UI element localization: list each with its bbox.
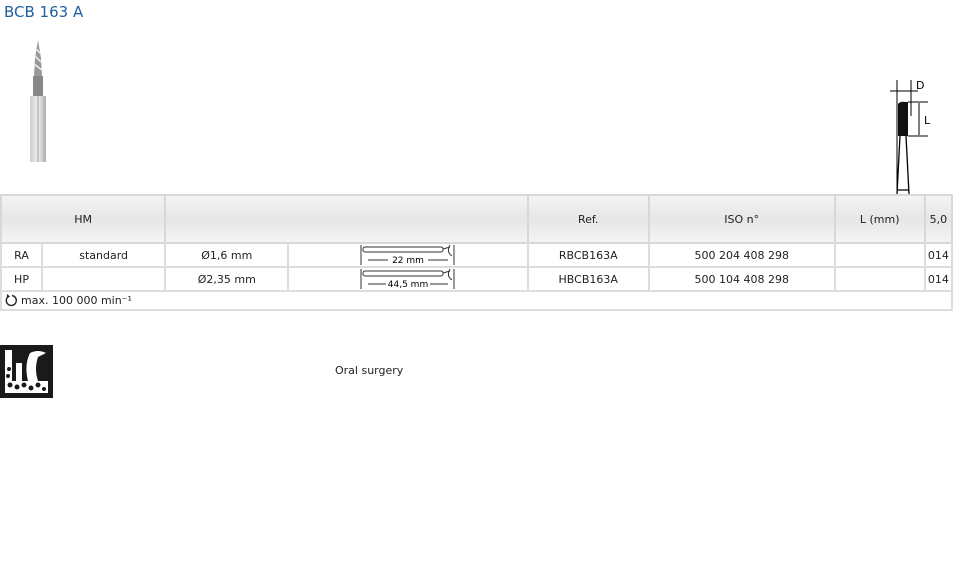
table-footer: max. 100 000 min⁻¹ [0, 290, 953, 311]
l-label: L [924, 114, 931, 127]
table-row: HP Ø2,35 mm 44,5 mm HBCB163A 500 104 408… [0, 266, 954, 292]
d-label: D [916, 79, 924, 92]
header-iso: ISO n° [647, 194, 836, 244]
header-length: L (mm) [833, 194, 926, 244]
header-ref: Ref. [526, 194, 650, 244]
svg-text:22 mm: 22 mm [392, 256, 424, 266]
oral-surgery-icon [0, 345, 53, 398]
indication-text: Oral surgery [335, 364, 404, 377]
rotation-icon [5, 294, 17, 307]
product-table: HM Ref. ISO n° L (mm) 5,0 RA standard Ø1… [0, 194, 954, 311]
bur-image [30, 40, 46, 162]
shank-diagram: 22 mm [287, 242, 529, 268]
dimension-diagram: D L [890, 79, 931, 194]
product-title: BCB 163 A [4, 3, 84, 21]
max-speed: max. 100 000 min⁻¹ [21, 293, 132, 307]
shank-diagram: 44,5 mm [287, 266, 529, 292]
table-header: HM Ref. ISO n° L (mm) 5,0 [0, 194, 954, 244]
header-size: 5,0 [923, 194, 954, 244]
header-shank [164, 194, 529, 244]
table-row: RA standard Ø1,6 mm 22 mm RBCB163A 500 2… [0, 242, 954, 268]
svg-text:44,5 mm: 44,5 mm [388, 280, 428, 290]
header-material: HM [0, 194, 167, 244]
